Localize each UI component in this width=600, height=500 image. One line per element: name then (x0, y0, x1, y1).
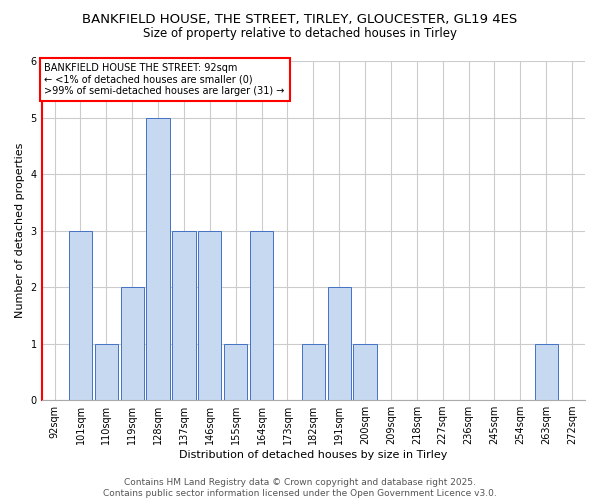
Bar (69, 231, 92, 400)
Bar (224, 344, 247, 400)
Text: BANKFIELD HOUSE, THE STREET, TIRLEY, GLOUCESTER, GL19 4ES: BANKFIELD HOUSE, THE STREET, TIRLEY, GLO… (82, 12, 518, 26)
Bar (95, 344, 118, 400)
Bar (121, 287, 144, 400)
Text: Contains HM Land Registry data © Crown copyright and database right 2025.
Contai: Contains HM Land Registry data © Crown c… (103, 478, 497, 498)
Text: Size of property relative to detached houses in Tirley: Size of property relative to detached ho… (143, 28, 457, 40)
Bar (328, 287, 351, 400)
X-axis label: Distribution of detached houses by size in Tirley: Distribution of detached houses by size … (179, 450, 448, 460)
Bar (535, 344, 558, 400)
Bar (146, 118, 170, 400)
Bar (198, 231, 221, 400)
Y-axis label: Number of detached properties: Number of detached properties (15, 143, 25, 318)
Bar (172, 231, 196, 400)
Text: BANKFIELD HOUSE THE STREET: 92sqm
← <1% of detached houses are smaller (0)
>99% : BANKFIELD HOUSE THE STREET: 92sqm ← <1% … (44, 63, 285, 96)
Bar (302, 344, 325, 400)
Bar (353, 344, 377, 400)
Bar (250, 231, 273, 400)
